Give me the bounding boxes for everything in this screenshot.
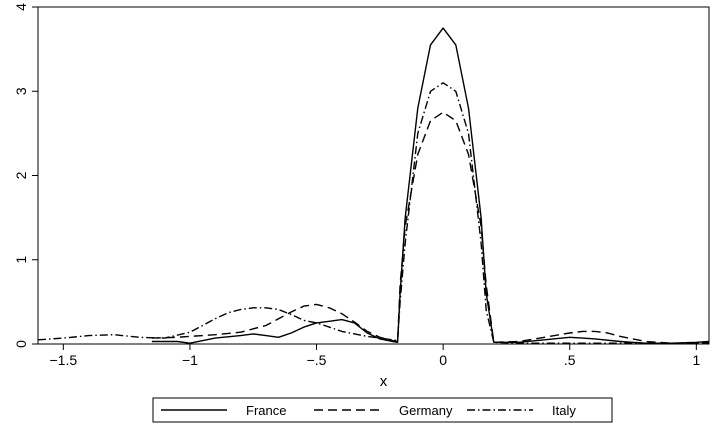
x-axis-title: x <box>380 373 388 390</box>
plot-frame <box>37 6 710 345</box>
legend-box <box>152 397 613 423</box>
x-tick-label: −1.5 <box>50 352 78 368</box>
x-tick-label: 0 <box>439 352 447 368</box>
y-tick-label: 3 <box>13 87 29 95</box>
series-line-italy <box>37 82 709 344</box>
legend-label-germany: Germany <box>399 403 453 418</box>
legend-label-france: France <box>246 403 286 418</box>
x-tick-label: 1 <box>692 352 700 368</box>
series-line-france <box>151 27 710 344</box>
y-tick-label: 0 <box>13 340 29 348</box>
series-line-germany <box>151 111 710 344</box>
legend-label-italy: Italy <box>552 403 576 418</box>
x-tick-label: −1 <box>182 352 198 368</box>
x-tick-label: −.5 <box>307 352 327 368</box>
x-tick-label: .5 <box>564 352 576 368</box>
y-tick-label: 1 <box>13 256 29 264</box>
y-tick-label: 2 <box>13 171 29 179</box>
y-tick-label: 4 <box>13 3 29 11</box>
